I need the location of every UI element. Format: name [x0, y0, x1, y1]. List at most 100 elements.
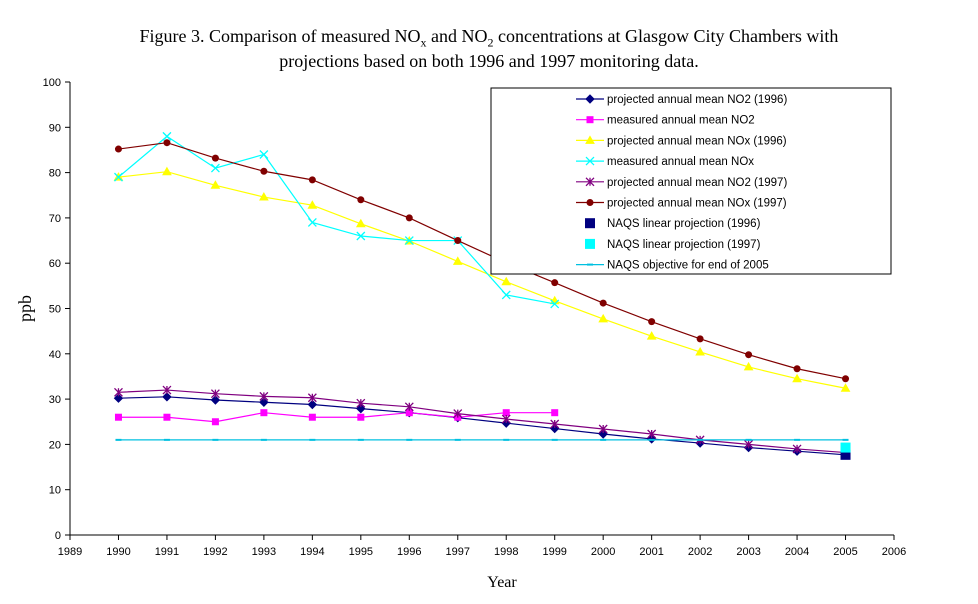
y-tick-label: 80 [49, 168, 61, 180]
x-tick-label: 1993 [252, 546, 276, 558]
data-point [550, 419, 560, 429]
x-tick-label: 2004 [785, 546, 809, 558]
data-point [259, 391, 269, 401]
data-point [745, 351, 753, 359]
data-point [744, 439, 754, 449]
legend-item: NAQS linear projection (1997) [585, 238, 761, 251]
series-2 [114, 409, 559, 426]
data-point [356, 403, 366, 414]
legend-swatch-marker [585, 177, 595, 187]
data-point [743, 361, 754, 371]
series-line [118, 142, 846, 380]
data-point [405, 409, 413, 417]
data-point [792, 373, 802, 383]
x-tick-label: 2006 [882, 546, 906, 558]
title-text-c: concentrations at Glasgow City Chambers … [493, 26, 839, 46]
data-point [842, 375, 850, 383]
data-point [792, 444, 802, 454]
data-point [307, 393, 317, 403]
data-point [308, 176, 316, 184]
data-point [260, 409, 268, 417]
data-point [163, 139, 171, 147]
data-point [162, 392, 172, 402]
data-point [163, 413, 171, 421]
x-tick-label: 2001 [639, 546, 663, 558]
data-point [550, 299, 560, 309]
legend-label: measured annual mean NOx [607, 156, 754, 168]
series-6 [114, 139, 850, 383]
data-point [598, 313, 609, 323]
x-tick-label: 2003 [736, 546, 760, 558]
data-point [210, 389, 220, 399]
series-1 [113, 392, 851, 460]
data-point [162, 131, 172, 141]
x-tick-label: 1992 [203, 546, 227, 558]
legend-item: projected annual mean NOx (1996) [576, 135, 787, 147]
data-point [260, 167, 268, 175]
data-point [307, 200, 318, 209]
x-tick-label: 1994 [300, 546, 324, 558]
y-tick-label: 90 [49, 122, 61, 134]
legend-swatch-marker [585, 94, 595, 104]
legend-swatch-marker [586, 116, 594, 124]
legend-item: projected annual mean NOx (1997) [576, 198, 787, 210]
data-point [259, 192, 269, 201]
data-point [598, 429, 608, 439]
y-tick-label: 40 [49, 349, 61, 361]
x-tick-label: 1990 [106, 546, 130, 558]
data-point [357, 413, 365, 421]
x-tick-label: 1989 [58, 546, 82, 558]
series-line [118, 389, 846, 454]
series-line [118, 396, 846, 456]
data-point [162, 166, 172, 176]
data-point [114, 145, 122, 153]
legend-label: projected annual mean NOx (1997) [607, 198, 787, 210]
legend-label: measured annual mean NO2 [607, 115, 755, 127]
series-8 [840, 442, 851, 453]
title-subscript-x: x [420, 35, 427, 50]
data-point [113, 393, 124, 403]
y-tick-label: 50 [49, 304, 61, 316]
data-point [210, 180, 221, 189]
data-point [356, 398, 366, 408]
series-7 [840, 449, 851, 460]
legend-label: NAQS linear projection (1997) [607, 239, 761, 251]
legend-item: NAQS linear projection (1996) [585, 218, 761, 230]
data-point [307, 217, 317, 227]
legend-label: projected annual mean NOx (1996) [607, 135, 787, 147]
data-point [308, 413, 316, 421]
legend-label: NAQS linear projection (1996) [607, 218, 761, 230]
data-point [696, 335, 704, 343]
y-tick-label: 60 [49, 258, 61, 270]
legend-box [490, 87, 892, 275]
series-line [118, 171, 846, 389]
data-point [551, 279, 559, 287]
legend-swatch-marker [585, 218, 595, 229]
x-tick-label: 1997 [446, 546, 470, 558]
y-tick-label: 30 [49, 394, 61, 406]
data-point [404, 236, 414, 246]
legend-item: projected annual mean NO2 (1996) [576, 94, 787, 106]
data-point [114, 387, 123, 397]
data-point [210, 163, 220, 173]
series-line [118, 412, 555, 423]
title-subscript-2: 2 [487, 35, 494, 50]
plot-series [113, 131, 851, 460]
data-point [840, 442, 851, 453]
axes: 0 10 20 30 40 50 60 70 80 90 100 1989 1990 1991 1992 19… [15, 77, 906, 591]
data-point [357, 196, 365, 204]
title-text-b: and NO [426, 26, 488, 46]
x-tick-label: 1996 [397, 546, 421, 558]
series-4 [114, 131, 560, 309]
data-point [453, 409, 463, 419]
x-tick-label: 2002 [688, 546, 712, 558]
series-line [118, 135, 555, 305]
legend-item: projected annual mean NO2 (1997) [576, 177, 787, 189]
y-tick-label: 0 [55, 530, 61, 542]
x-tick-label: 1998 [494, 546, 518, 558]
data-point [355, 218, 366, 228]
data-point [452, 256, 463, 265]
data-point [114, 172, 123, 182]
legend-swatch-marker [585, 238, 595, 249]
